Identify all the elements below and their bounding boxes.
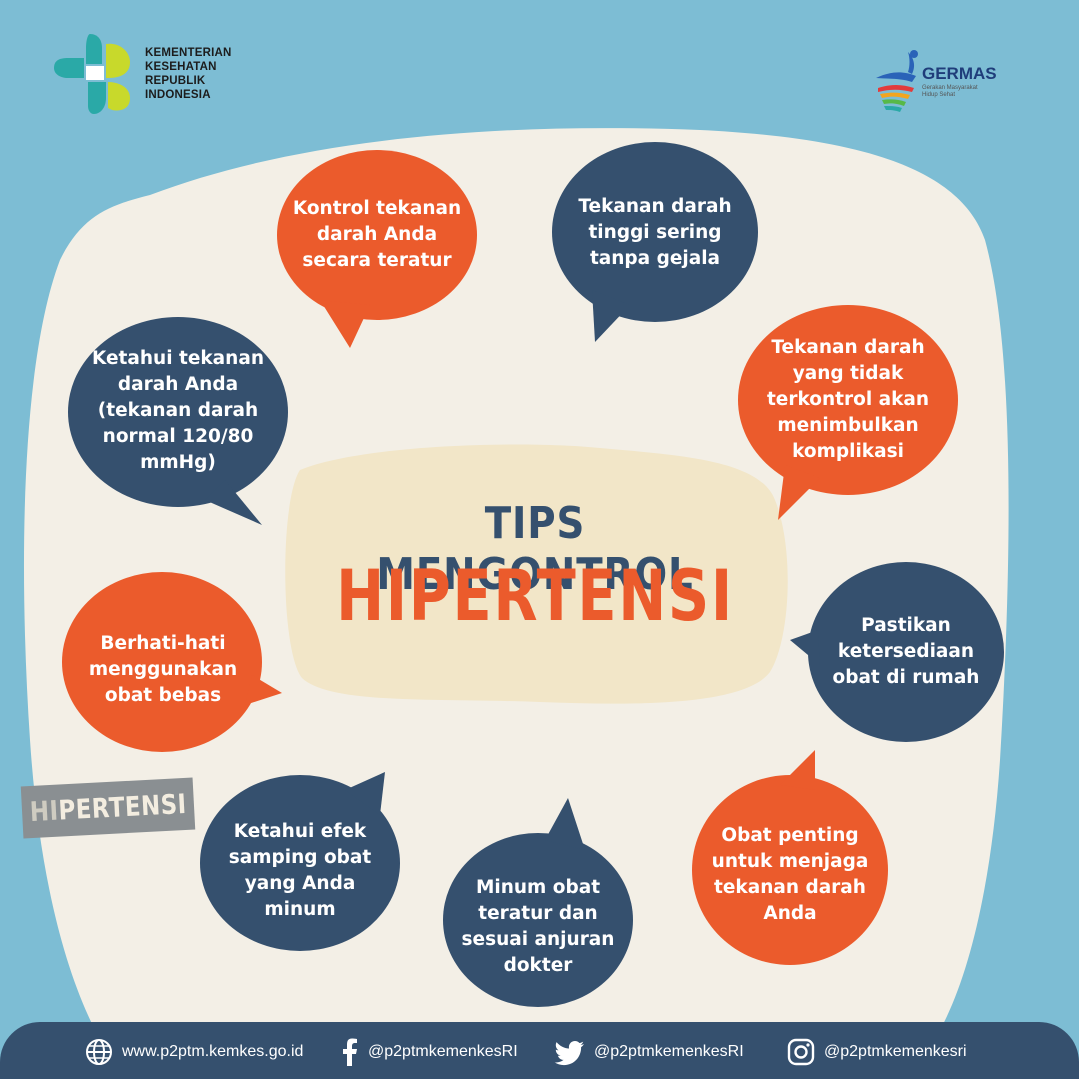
bubble-8-shape	[62, 572, 262, 752]
bubble-8-text: Berhati-hati menggunakan obat bebas	[88, 633, 238, 706]
footer-twitter-text: @p2ptmkemenkesRI	[594, 1043, 744, 1060]
germas-logo-icon	[876, 50, 918, 112]
bubble-4-text: Pastikan ketersediaan obat di rumah	[832, 615, 980, 688]
bubble-4-tail	[790, 630, 820, 665]
center-blob	[285, 444, 788, 704]
bubble-9-text: Ketahui tekanan darah Anda (tekanan dara…	[91, 348, 264, 473]
title-line-1: TIPS MENGONTROL	[376, 498, 694, 600]
bubble-1-text: Kontrol tekanan darah Anda secara teratu…	[292, 198, 462, 271]
instagram-icon	[787, 1038, 815, 1066]
stamp-part-1: HI	[28, 795, 60, 828]
bubble-5-tail	[780, 750, 815, 790]
bubble-1-shape	[277, 150, 477, 320]
footer-twitter[interactable]: @p2ptmkemenkesRI	[554, 1036, 744, 1068]
bubble-2-shape	[552, 142, 758, 322]
footer-instagram-text: @p2ptmkemenkesri	[824, 1043, 967, 1060]
stamp-part-2: PERTENSI	[57, 788, 188, 827]
footer-website[interactable]: www.p2ptm.kemkes.go.id	[84, 1036, 303, 1068]
bubble-2-tail	[592, 290, 630, 342]
kemenkes-logo-icon	[54, 34, 130, 114]
bubble-6-shape	[443, 833, 633, 1007]
bubble-4-shape	[808, 562, 1004, 742]
footer-website-text: www.p2ptm.kemkes.go.id	[122, 1043, 304, 1060]
title-line-2: HIPERTENSI	[336, 555, 734, 637]
footer-bar	[0, 1022, 1079, 1079]
facebook-icon	[343, 1038, 357, 1066]
kemenkes-line-4: INDONESIA	[145, 89, 211, 101]
bubble-2-text: Tekanan darah tinggi sering tanpa gejala	[578, 196, 732, 269]
germas-subtitle: Gerakan Masyarakat Hidup Sehat	[922, 85, 978, 98]
footer-facebook-text: @p2ptmkemenkesRI	[368, 1043, 518, 1060]
bubble-7-text: Ketahui efek samping obat yang Anda minu…	[228, 821, 372, 920]
bubble-7-tail	[345, 772, 385, 815]
globe-icon	[86, 1039, 112, 1065]
bubble-7-shape	[200, 775, 400, 951]
kemenkes-line-1: KEMENTERIAN	[145, 47, 232, 59]
bubble-9-shape	[68, 317, 288, 507]
bubble-5-shape	[692, 775, 888, 965]
kemenkes-line-2: KESEHATAN	[145, 61, 217, 73]
kemenkes-name: KEMENTERIAN KESEHATAN REPUBLIK INDONESIA	[145, 46, 232, 102]
bubble-6-tail	[545, 798, 585, 850]
bubble-1-tail	[320, 300, 370, 348]
bubble-3-tail	[778, 465, 820, 520]
kemenkes-line-3: REPUBLIK	[145, 75, 206, 87]
hipertensi-stamp: HIPERTENSI	[20, 777, 196, 839]
twitter-icon	[554, 1041, 584, 1066]
bubble-6-text: Minum obat teratur dan sesuai anjuran do…	[461, 877, 615, 976]
bubble-3-shape	[738, 305, 958, 495]
bubble-3-text: Tekanan darah yang tidak terkontrol akan…	[766, 337, 930, 462]
germas-title: GERMAS	[922, 64, 997, 83]
bubble-9-tail	[205, 480, 262, 525]
footer-facebook[interactable]: @p2ptmkemenkesRI	[340, 1036, 518, 1068]
bubble-8-tail	[245, 675, 282, 705]
bubble-5-text: Obat penting untuk menjaga tekanan darah…	[711, 825, 869, 924]
footer-instagram[interactable]: @p2ptmkemenkesri	[786, 1036, 967, 1068]
